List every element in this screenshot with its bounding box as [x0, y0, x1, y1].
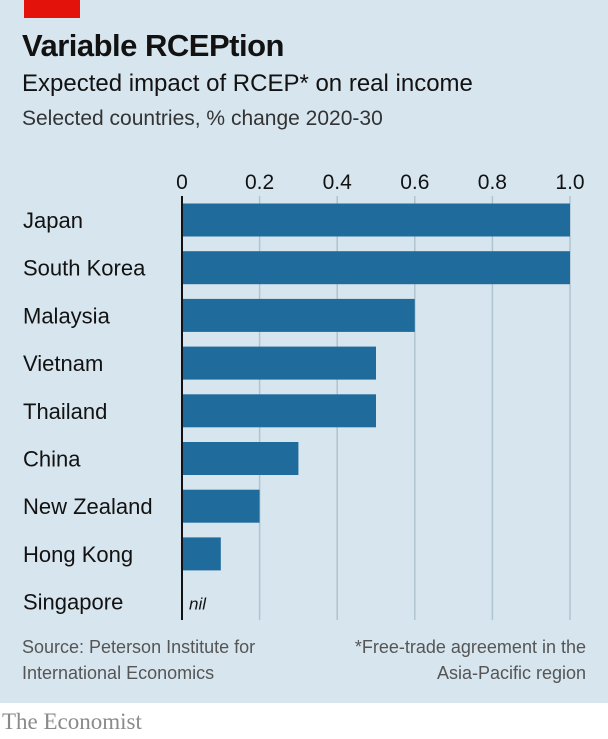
bar-china [182, 442, 299, 475]
bar-malaysia [182, 298, 415, 332]
bars [182, 203, 570, 571]
footnote: *Free-trade agreement in the Asia-Pacifi… [354, 637, 586, 683]
x-tick-label: 0.6 [400, 171, 429, 194]
bar-thailand [182, 394, 376, 428]
category-label: New Zealand [23, 494, 153, 519]
chart-title: Variable RCEPtion [22, 28, 284, 63]
category-label: Hong Kong [23, 542, 133, 567]
category-label: Thailand [23, 399, 107, 424]
category-label: Japan [23, 208, 83, 233]
chart-units-note: Selected countries, % change 2020-30 [22, 107, 383, 130]
chart-subtitle: Expected impact of RCEP* on real income [22, 70, 473, 97]
value-label: nil [189, 595, 207, 614]
category-label: South Korea [23, 256, 146, 281]
x-tick-label: 1.0 [555, 171, 584, 194]
category-label: China [23, 447, 81, 472]
category-label: Vietnam [23, 351, 103, 376]
bar-vietnam [182, 346, 376, 380]
bar-japan [182, 203, 570, 237]
x-tick-label: 0 [176, 171, 188, 194]
category-labels: Japan South Korea Malaysia Vietnam Thailand C… [23, 208, 207, 615]
source-note: Source: Peterson Institute for Internati… [22, 637, 256, 683]
brand-red-tag [24, 0, 80, 18]
x-tick-label: 0.4 [323, 171, 353, 194]
x-tick-label: 0.8 [478, 171, 507, 194]
x-axis-ticks: 0 0.2 0.4 0.6 0.8 1.0 [176, 171, 584, 194]
bar-hong-kong [182, 537, 221, 571]
bar-south-korea [182, 251, 570, 285]
x-tick-label: 0.2 [245, 171, 274, 194]
category-label: Singapore [23, 590, 123, 615]
category-label: Malaysia [23, 303, 111, 328]
publisher-brand: The Economist [2, 709, 142, 734]
bar-new-zealand [182, 489, 260, 523]
bar-chart: 0 0.2 0.4 0.6 0.8 1.0 Japan South Korea Malaysi… [23, 171, 585, 620]
